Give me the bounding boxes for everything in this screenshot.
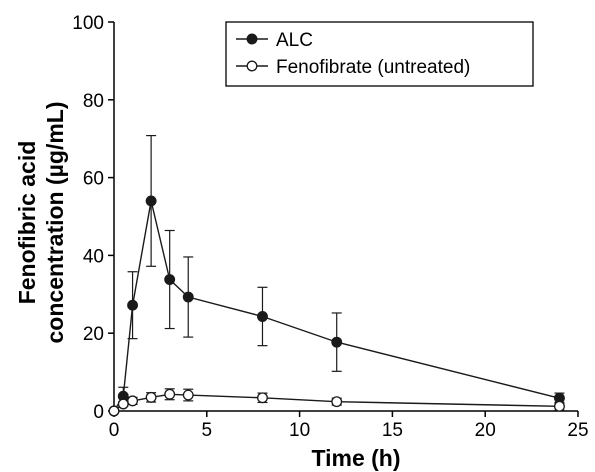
legend-box (225, 21, 534, 87)
y-axis-title-line-2: concentration (µg/mL) (42, 102, 68, 344)
x-tick-label: 20 (475, 420, 496, 441)
data-point-fenofibrate (257, 392, 268, 404)
data-point-fenofibrate (331, 396, 343, 408)
y-tick-label: 100 (72, 13, 104, 34)
data-point-fenofibrate (145, 391, 157, 403)
series-lines (113, 200, 560, 412)
y-tick-label: 20 (83, 324, 104, 345)
series-markers (108, 195, 565, 417)
data-point-fenofibrate (553, 400, 565, 412)
y-tick-label: 40 (83, 246, 104, 267)
data-point-alc (331, 336, 343, 348)
data-point-alc (145, 195, 157, 207)
data-point-fenofibrate (164, 388, 176, 400)
y-axis-title: Fenofibric acid concentration (µg/mL) (14, 102, 68, 344)
legend-label: ALC (276, 30, 313, 51)
data-point-alc (164, 274, 176, 285)
x-tick-label: 10 (289, 420, 310, 441)
data-point-fenofibrate (182, 389, 194, 401)
data-point-fenofibrate (127, 395, 139, 407)
data-point-alc (127, 299, 139, 311)
y-tick-label: 0 (93, 402, 104, 423)
x-tick-label: 5 (202, 420, 213, 441)
x-tick-label: 15 (382, 420, 403, 441)
data-point-alc (182, 291, 194, 303)
series-line-alc (113, 200, 560, 412)
x-tick-label: 0 (109, 420, 120, 441)
x-tick-label: 25 (567, 420, 588, 441)
legend: ALC Fenofibrate (untreated) (225, 21, 534, 87)
data-point-alc (257, 311, 268, 322)
legend-item: Fenofibrate (untreated) (236, 57, 470, 78)
y-tick-label: 60 (83, 169, 104, 190)
legend-swatch-marker (246, 60, 258, 72)
legend-swatch-marker (246, 33, 258, 45)
x-axis-title: Time (h) (311, 445, 400, 471)
y-axis-title-line-1: Fenofibric acid (14, 141, 40, 305)
data-point-fenofibrate (108, 405, 120, 417)
error-bars (118, 134, 565, 411)
data-point-fenofibrate (117, 398, 129, 410)
y-tick-label: 80 (83, 91, 104, 112)
axes: 0 5 10 15 20 25 0 20 40 60 80 100 (72, 13, 588, 441)
legend-item: ALC (236, 30, 313, 51)
legend-label: Fenofibrate (untreated) (276, 57, 470, 78)
